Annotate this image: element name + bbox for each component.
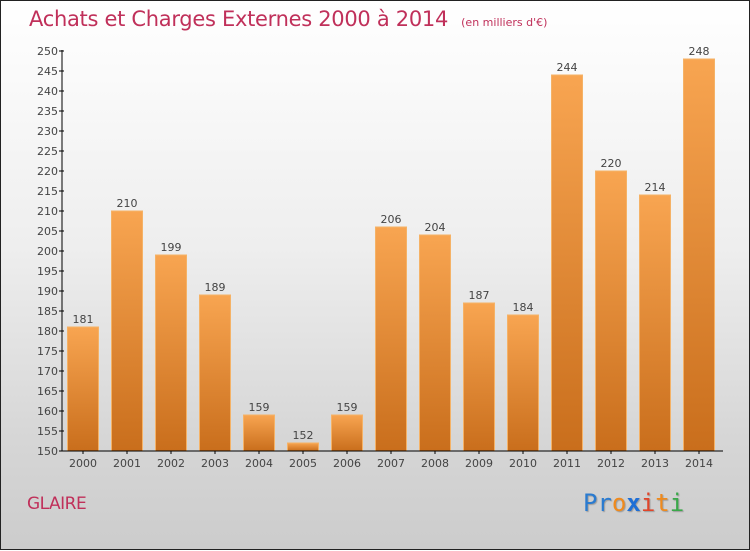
bar-2001 xyxy=(111,210,143,452)
x-tick-label-2012: 2012 xyxy=(597,457,625,470)
value-label-2010: 184 xyxy=(513,301,534,314)
logo-letter: t xyxy=(655,489,670,517)
x-tick-label-2000: 2000 xyxy=(69,457,97,470)
x-tick-label-2009: 2009 xyxy=(465,457,493,470)
y-tick-label: 245 xyxy=(37,65,58,78)
x-tick-label-2014: 2014 xyxy=(685,457,713,470)
value-label-2014: 248 xyxy=(689,45,710,58)
y-tick-label: 180 xyxy=(37,325,58,338)
bar-2005 xyxy=(287,442,319,452)
y-tick-label: 190 xyxy=(37,285,58,298)
y-axis: 150 155 160 165 170 175 180 185 190 195 200 205 210 2… xyxy=(37,45,64,458)
bar-2002 xyxy=(155,254,187,452)
logo-letter: o xyxy=(611,489,627,517)
y-tick-label: 225 xyxy=(37,145,58,158)
y-tick-label: 235 xyxy=(37,105,58,118)
logo-letter: r xyxy=(597,489,612,517)
value-label-2005: 152 xyxy=(293,429,314,442)
y-tick-label: 170 xyxy=(37,365,58,378)
value-label-2007: 206 xyxy=(381,213,402,226)
y-tick-label: 250 xyxy=(37,45,58,58)
x-tick-label-2011: 2011 xyxy=(553,457,581,470)
bar-2003 xyxy=(199,294,231,452)
value-label-2006: 159 xyxy=(337,401,358,414)
value-label-2000: 181 xyxy=(73,313,94,326)
y-tick-label: 220 xyxy=(37,165,58,178)
chart-title: Achats et Charges Externes 2000 à 2014 xyxy=(29,7,449,31)
logo-letter: i xyxy=(669,489,685,517)
proxiti-logo[interactable]: Proxiti xyxy=(583,489,684,517)
x-tick-label-2001: 2001 xyxy=(113,457,141,470)
bar-2014 xyxy=(683,58,715,452)
value-label-2008: 204 xyxy=(425,221,446,234)
x-tick-label-2003: 2003 xyxy=(201,457,229,470)
logo-letter: P xyxy=(583,489,598,517)
y-tick-label: 200 xyxy=(37,245,58,258)
bar-2006 xyxy=(331,414,363,452)
value-label-2009: 187 xyxy=(469,289,490,302)
bar-2000 xyxy=(67,326,99,452)
y-tick-label: 205 xyxy=(37,225,58,238)
x-tick-label-2002: 2002 xyxy=(157,457,185,470)
y-tick-label: 175 xyxy=(37,345,58,358)
bars-group xyxy=(67,58,715,452)
bar-2013 xyxy=(639,194,671,452)
logo-letter: i xyxy=(640,489,656,517)
bar-2011 xyxy=(551,74,583,452)
y-tick-label: 160 xyxy=(37,405,58,418)
x-tick-label-2007: 2007 xyxy=(377,457,405,470)
y-tick-label: 165 xyxy=(37,385,58,398)
place-name: GLAIRE xyxy=(27,494,87,514)
value-label-2001: 210 xyxy=(117,197,138,210)
y-tick-label: 215 xyxy=(37,185,58,198)
y-tick-label: 155 xyxy=(37,425,58,438)
value-label-2011: 244 xyxy=(557,61,578,74)
bar-2008 xyxy=(419,234,451,452)
y-tick-label: 230 xyxy=(37,125,58,138)
bar-2012 xyxy=(595,170,627,452)
x-tick-label-2006: 2006 xyxy=(333,457,361,470)
value-label-2003: 189 xyxy=(205,281,226,294)
x-axis: 2000 2001 2002 2003 2004 2005 2006 2007 2008 2009… xyxy=(62,450,723,470)
value-label-2013: 214 xyxy=(645,181,666,194)
value-label-2004: 159 xyxy=(249,401,270,414)
y-tick-label: 150 xyxy=(37,445,58,458)
bar-2004 xyxy=(243,414,275,452)
y-tick-label: 240 xyxy=(37,85,58,98)
value-label-2002: 199 xyxy=(161,241,182,254)
y-tick-label: 210 xyxy=(37,205,58,218)
value-labels: 181 210 199 189 159 152 159 206 204 187 184 244 220 2… xyxy=(73,45,710,442)
x-tick-label-2008: 2008 xyxy=(421,457,449,470)
value-label-2012: 220 xyxy=(601,157,622,170)
chart-header: Achats et Charges Externes 2000 à 2014 (… xyxy=(29,7,547,31)
bar-2010 xyxy=(507,314,539,452)
y-tick-label: 195 xyxy=(37,265,58,278)
logo-letter: x xyxy=(626,489,641,517)
x-tick-label-2004: 2004 xyxy=(245,457,273,470)
x-tick-label-2010: 2010 xyxy=(509,457,537,470)
x-tick-label-2005: 2005 xyxy=(289,457,317,470)
bar-2009 xyxy=(463,302,495,452)
bar-2007 xyxy=(375,226,407,452)
y-tick-label: 185 xyxy=(37,305,58,318)
chart-subtitle: (en milliers d'€) xyxy=(461,16,548,29)
x-tick-label-2013: 2013 xyxy=(641,457,669,470)
